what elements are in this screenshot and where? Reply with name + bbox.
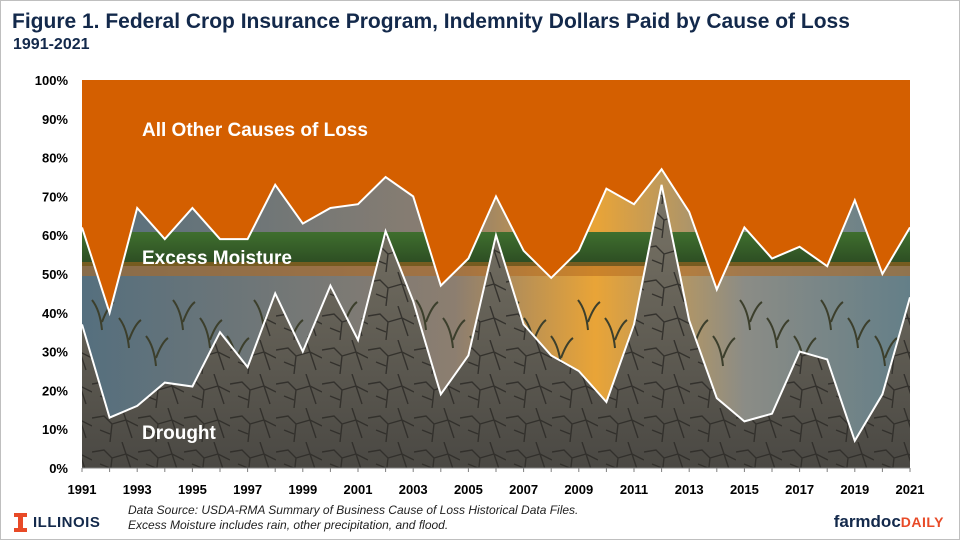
y-tick-label: 50% bbox=[42, 267, 68, 282]
x-tick-label: 1991 bbox=[68, 482, 97, 497]
drought-boundary-line bbox=[81, 184, 911, 444]
crop-plant-mark bbox=[820, 299, 844, 331]
farmdoc-wordmark: farmdoc bbox=[833, 512, 901, 531]
x-tick-label: 1997 bbox=[233, 482, 262, 497]
x-tick-label: 2001 bbox=[344, 482, 373, 497]
y-axis: 0% 10% 20% 30% 40% 50% 60% 70% 80% 90% 100% bbox=[35, 73, 69, 476]
x-tick-label: 2007 bbox=[509, 482, 538, 497]
x-tick-label: 2021 bbox=[896, 482, 925, 497]
crop-plant-mark bbox=[145, 335, 169, 367]
crop-plant-mark bbox=[118, 317, 142, 349]
y-tick-label: 40% bbox=[42, 306, 68, 321]
y-tick-label: 30% bbox=[42, 345, 68, 360]
daily-wordmark: DAILY bbox=[900, 514, 944, 530]
figure-title: Figure 1. Federal Crop Insurance Program… bbox=[12, 10, 850, 33]
x-tick-label: 1999 bbox=[288, 482, 317, 497]
crop-plant-mark bbox=[415, 299, 439, 331]
drought-crack-texture bbox=[82, 184, 910, 469]
crop-plant-mark bbox=[874, 335, 898, 367]
crop-plant-mark bbox=[172, 299, 196, 331]
x-tick-label: 2017 bbox=[785, 482, 814, 497]
illinois-wordmark: ILLINOIS bbox=[33, 514, 101, 531]
y-tick-label: 70% bbox=[42, 189, 68, 204]
area-label-other: All Other Causes of Loss bbox=[142, 120, 368, 141]
x-tick-label: 2009 bbox=[564, 482, 593, 497]
moisture-boundary-line bbox=[81, 167, 911, 317]
area-label-drought: Drought bbox=[142, 423, 217, 444]
crop-plant-mark bbox=[604, 317, 628, 349]
y-tick-label: 90% bbox=[42, 112, 68, 127]
moisture-definition-note: Excess Moisture includes rain, other pre… bbox=[128, 518, 449, 532]
figure-subtitle: 1991-2021 bbox=[13, 36, 90, 53]
crop-plant-mark bbox=[199, 317, 223, 349]
x-tick-label: 2019 bbox=[840, 482, 869, 497]
y-tick-label: 80% bbox=[42, 151, 68, 166]
illinois-logo: ILLINOIS bbox=[14, 513, 100, 532]
data-source-note: Data Source: USDA-RMA Summary of Busines… bbox=[128, 503, 579, 517]
y-tick-label: 20% bbox=[42, 383, 68, 398]
crop-plant-mark bbox=[577, 299, 601, 331]
x-tick-label: 1993 bbox=[123, 482, 152, 497]
crop-plant-mark bbox=[847, 317, 871, 349]
crop-plant-mark bbox=[739, 299, 763, 331]
y-tick-label: 0% bbox=[49, 461, 68, 476]
crop-plant-mark bbox=[442, 317, 466, 349]
crop-plant-mark bbox=[712, 335, 736, 367]
crop-plant-mark bbox=[766, 317, 790, 349]
x-tick-label: 2003 bbox=[399, 482, 428, 497]
x-tick-label: 2013 bbox=[675, 482, 704, 497]
x-tick-label: 2011 bbox=[620, 482, 648, 497]
y-tick-label: 100% bbox=[35, 73, 69, 88]
x-axis: 1991 1993 1995 1997 1999 2001 2003 2005 2007 2009… bbox=[68, 468, 925, 497]
farmdoc-daily-logo: farmdocDAILY bbox=[834, 512, 944, 532]
area-label-excess-moisture: Excess Moisture bbox=[142, 248, 292, 269]
y-tick-label: 60% bbox=[42, 228, 68, 243]
x-tick-label: 2015 bbox=[730, 482, 759, 497]
x-tick-label: 2005 bbox=[454, 482, 483, 497]
block-i-icon bbox=[14, 513, 27, 532]
x-tick-label: 1995 bbox=[178, 482, 207, 497]
y-tick-label: 10% bbox=[42, 422, 68, 437]
